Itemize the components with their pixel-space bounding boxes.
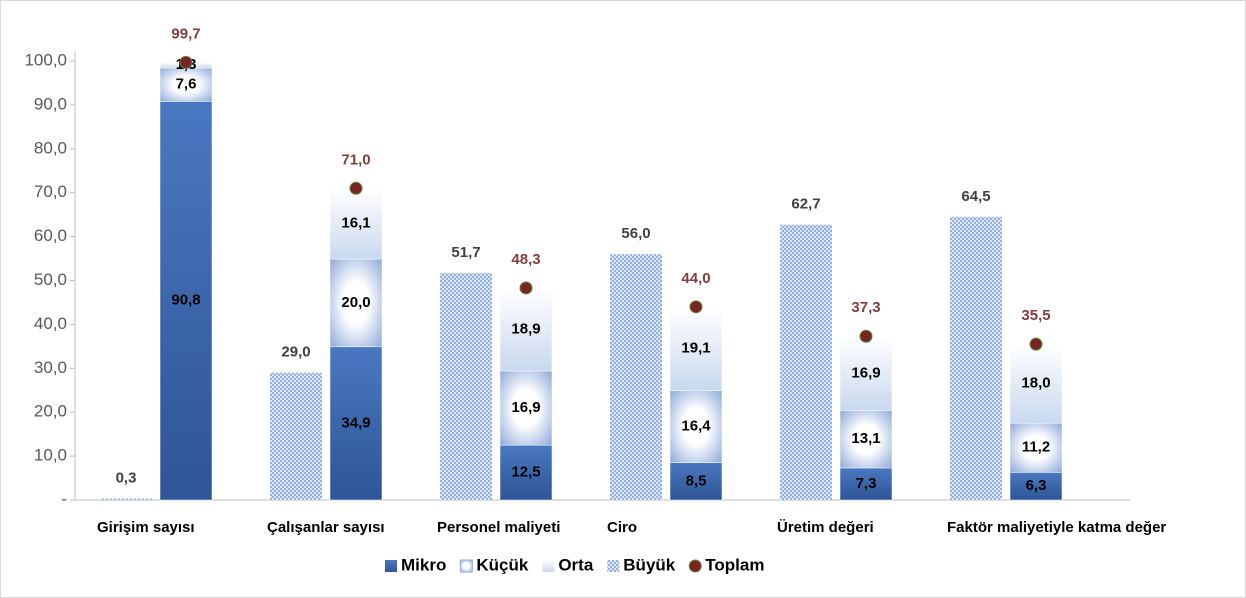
data-label: 62,7 (791, 196, 820, 213)
data-label: 16,9 (511, 399, 540, 416)
y-tick-label: 90,0 (34, 94, 67, 113)
total-marker (689, 300, 703, 314)
bar-segment (499, 287, 553, 372)
bar-segment (1009, 422, 1063, 473)
bar (780, 224, 832, 500)
legend-label: Toplam (705, 555, 764, 574)
bar-segment (1009, 472, 1063, 501)
x-tick-label: Çalışanlar sayısı (267, 519, 385, 536)
data-label: 16,4 (681, 418, 711, 435)
bar (270, 372, 322, 500)
data-label: 13,1 (851, 430, 880, 447)
data-label: 7,3 (856, 475, 877, 492)
bar-segment (329, 346, 383, 501)
y-tick-label: 50,0 (34, 270, 67, 289)
data-label: 6,3 (1026, 477, 1047, 494)
legend-swatch (607, 560, 620, 572)
bar (950, 216, 1002, 500)
data-label: 64,5 (961, 188, 990, 205)
data-label: 19,1 (681, 340, 710, 357)
x-tick-label: Ciro (607, 519, 637, 536)
bar-segment (669, 306, 723, 391)
x-tick-label: Üretim değeri (777, 519, 874, 536)
data-label: 35,5 (1021, 307, 1050, 324)
y-tick-label: 70,0 (34, 182, 67, 201)
legend-label: Küçük (476, 555, 529, 574)
legend-swatch (385, 560, 397, 572)
data-label: 18,9 (511, 320, 540, 337)
legend-swatch (459, 559, 473, 573)
data-label: 48,3 (511, 251, 540, 268)
bar-segment (839, 336, 893, 411)
bar-segment (1009, 343, 1063, 424)
total-marker (349, 181, 363, 195)
data-label: 16,1 (341, 215, 370, 232)
total-marker (859, 329, 873, 343)
legend-label: Orta (558, 555, 594, 574)
legend-label: Mikro (401, 555, 446, 574)
bar-segment (839, 467, 893, 501)
total-marker (519, 281, 533, 295)
legend-swatch (688, 559, 702, 573)
y-tick-label: 40,0 (34, 314, 67, 333)
data-label: 20,0 (341, 294, 370, 311)
data-label: 12,5 (511, 464, 540, 481)
bar-segment (839, 410, 893, 469)
x-tick-label: Personel maliyeti (437, 519, 560, 536)
bar-segment (159, 101, 213, 501)
total-marker (179, 55, 193, 69)
x-tick-label: Girişim sayısı (97, 519, 195, 536)
legend-label: Büyük (623, 555, 676, 574)
data-label: 99,7 (171, 25, 200, 42)
data-label: 8,5 (686, 472, 707, 489)
data-label: 7,6 (176, 76, 197, 93)
bar (610, 254, 662, 500)
legend-swatch (542, 560, 555, 572)
bar-segment (669, 462, 723, 501)
bar-segment (669, 390, 723, 463)
y-tick-label: - (61, 489, 67, 508)
data-label: 90,8 (171, 292, 200, 309)
total-marker (1029, 337, 1043, 351)
bar-segment (329, 258, 383, 348)
data-label: 0,3 (116, 470, 137, 487)
data-label: 37,3 (851, 299, 880, 316)
y-tick-label: 30,0 (34, 358, 67, 377)
bar (440, 273, 492, 500)
x-tick-label: Faktör maliyetiyle katma değer (947, 519, 1166, 536)
y-tick-label: 100,0 (24, 50, 67, 69)
data-label: 18,0 (1021, 375, 1050, 392)
bar-segment (499, 444, 553, 501)
bar-segment (329, 188, 383, 260)
data-label: 56,0 (621, 225, 650, 242)
y-tick-label: 80,0 (34, 138, 67, 157)
y-tick-label: 60,0 (34, 226, 67, 245)
data-label: 44,0 (681, 270, 710, 287)
data-label: 11,2 (1022, 439, 1050, 456)
bar (100, 498, 152, 500)
data-label: 51,7 (451, 244, 480, 261)
data-label: 34,9 (341, 414, 370, 431)
data-label: 29,0 (281, 344, 310, 361)
bar-segment (159, 67, 213, 102)
data-label: 16,9 (851, 364, 880, 381)
y-tick-label: 10,0 (34, 446, 67, 465)
y-tick-label: 20,0 (34, 402, 67, 421)
data-label: 71,0 (341, 151, 370, 168)
